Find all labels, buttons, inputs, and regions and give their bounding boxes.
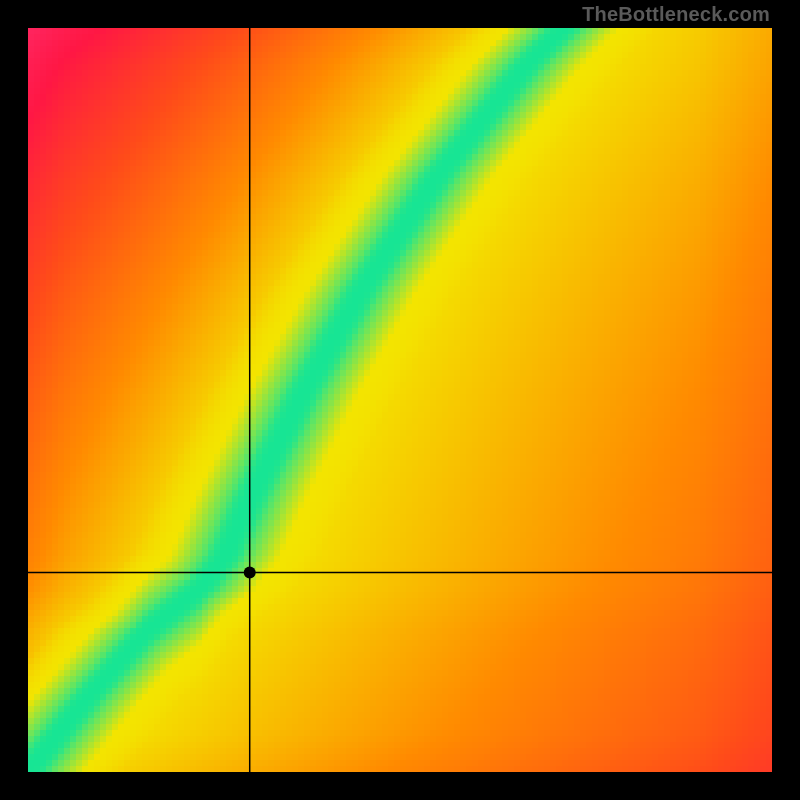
watermark-text: TheBottleneck.com	[582, 4, 770, 27]
bottleneck-heatmap	[0, 0, 800, 800]
